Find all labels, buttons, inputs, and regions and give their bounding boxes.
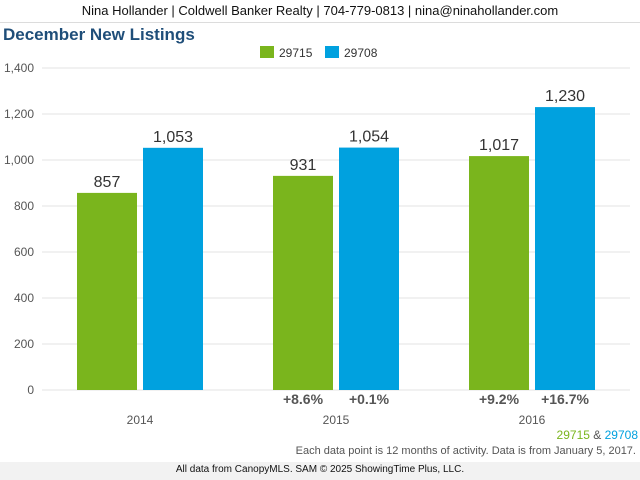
change-label: +0.1% — [349, 391, 390, 407]
chart-title: December New Listings — [3, 25, 195, 44]
legend-label: 29715 — [279, 46, 313, 60]
y-tick-label: 200 — [14, 337, 34, 351]
x-tick-label: 2015 — [323, 413, 350, 427]
bar-chart: 0 200 400 600 800 1,000 1,200 1,400 29715 29708 85… — [4, 46, 630, 427]
data-label: 1,053 — [153, 129, 193, 146]
change-label: +8.6% — [283, 391, 324, 407]
data-label: 1,230 — [545, 88, 585, 105]
contact-header: Nina Hollander | Coldwell Banker Realty … — [0, 0, 640, 23]
legend-swatch — [325, 46, 339, 58]
change-label: +9.2% — [479, 391, 520, 407]
zip-legend-a: 29715 — [556, 428, 590, 442]
bar — [77, 192, 137, 390]
data-note: Each data point is 12 months of activity… — [295, 445, 636, 457]
legend-label: 29708 — [344, 46, 378, 60]
zip-legend-b: 29708 — [604, 428, 638, 442]
bar — [469, 156, 529, 390]
y-tick-label: 1,200 — [4, 107, 34, 121]
y-tick-label: 0 — [27, 383, 34, 397]
footer-credit: All data from CanopyMLS. SAM © 2025 Show… — [0, 462, 640, 480]
x-tick-label: 2016 — [519, 413, 546, 427]
y-tick-label: 1,000 — [4, 153, 34, 167]
x-tick-label: 2014 — [127, 413, 154, 427]
data-label: 931 — [290, 157, 317, 174]
y-tick-label: 800 — [14, 199, 34, 213]
zip-legend: 29715 & 29708 — [557, 428, 638, 442]
bar — [273, 175, 333, 390]
legend-swatch — [260, 46, 274, 58]
change-label: +16.7% — [541, 391, 589, 407]
data-label: 1,054 — [349, 129, 389, 146]
y-tick-label: 600 — [14, 245, 34, 259]
bar — [535, 107, 595, 390]
bar — [339, 147, 399, 390]
y-tick-label: 400 — [14, 291, 34, 305]
data-label: 857 — [94, 174, 121, 191]
bar — [143, 147, 203, 390]
data-label: 1,017 — [479, 137, 519, 154]
y-tick-label: 1,400 — [4, 61, 34, 75]
zip-legend-sep: & — [593, 428, 602, 442]
